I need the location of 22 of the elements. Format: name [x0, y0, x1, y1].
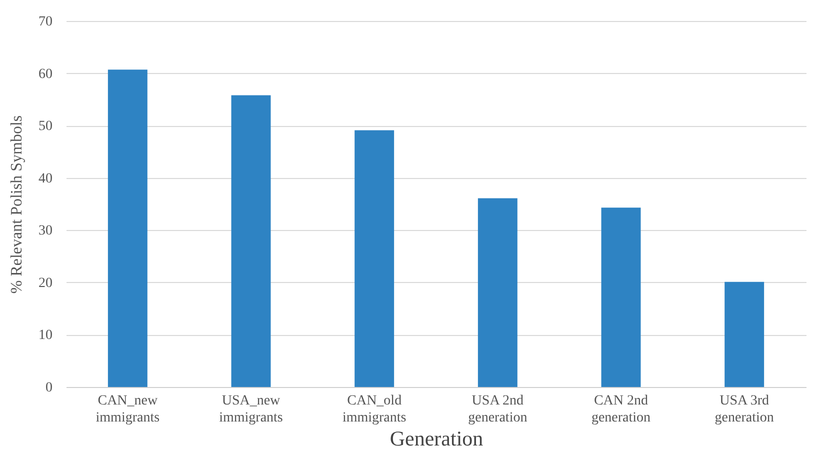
bar [724, 282, 764, 387]
y-tick-label: 50 [38, 119, 52, 134]
y-tick-label: 60 [38, 66, 52, 82]
y-tick-label: 0 [46, 380, 52, 396]
bar [108, 70, 148, 387]
x-tick-label: CAN 2nd generation [591, 394, 651, 426]
y-tick-label: 70 [38, 14, 52, 30]
x-tick-label: CAN_old immigrants [342, 394, 406, 426]
x-tick-label: USA 3rd generation [714, 394, 774, 426]
x-tick-label: USA 2nd generation [468, 394, 528, 426]
x-axis-title: Generation [390, 426, 484, 450]
bar [601, 208, 641, 387]
y-tick-label: 10 [38, 328, 52, 344]
bar [478, 198, 518, 387]
bar [354, 130, 394, 387]
y-tick-label: 30 [38, 224, 52, 239]
y-tick-label: 40 [38, 171, 52, 186]
x-tick-label: USA_new immigrants [219, 394, 283, 426]
bar [231, 95, 271, 387]
y-tick-label: 20 [38, 276, 52, 291]
y-axis-title: % Relevant Polish Symbols [8, 115, 26, 294]
x-tick-label: CAN_new immigrants [96, 394, 160, 426]
